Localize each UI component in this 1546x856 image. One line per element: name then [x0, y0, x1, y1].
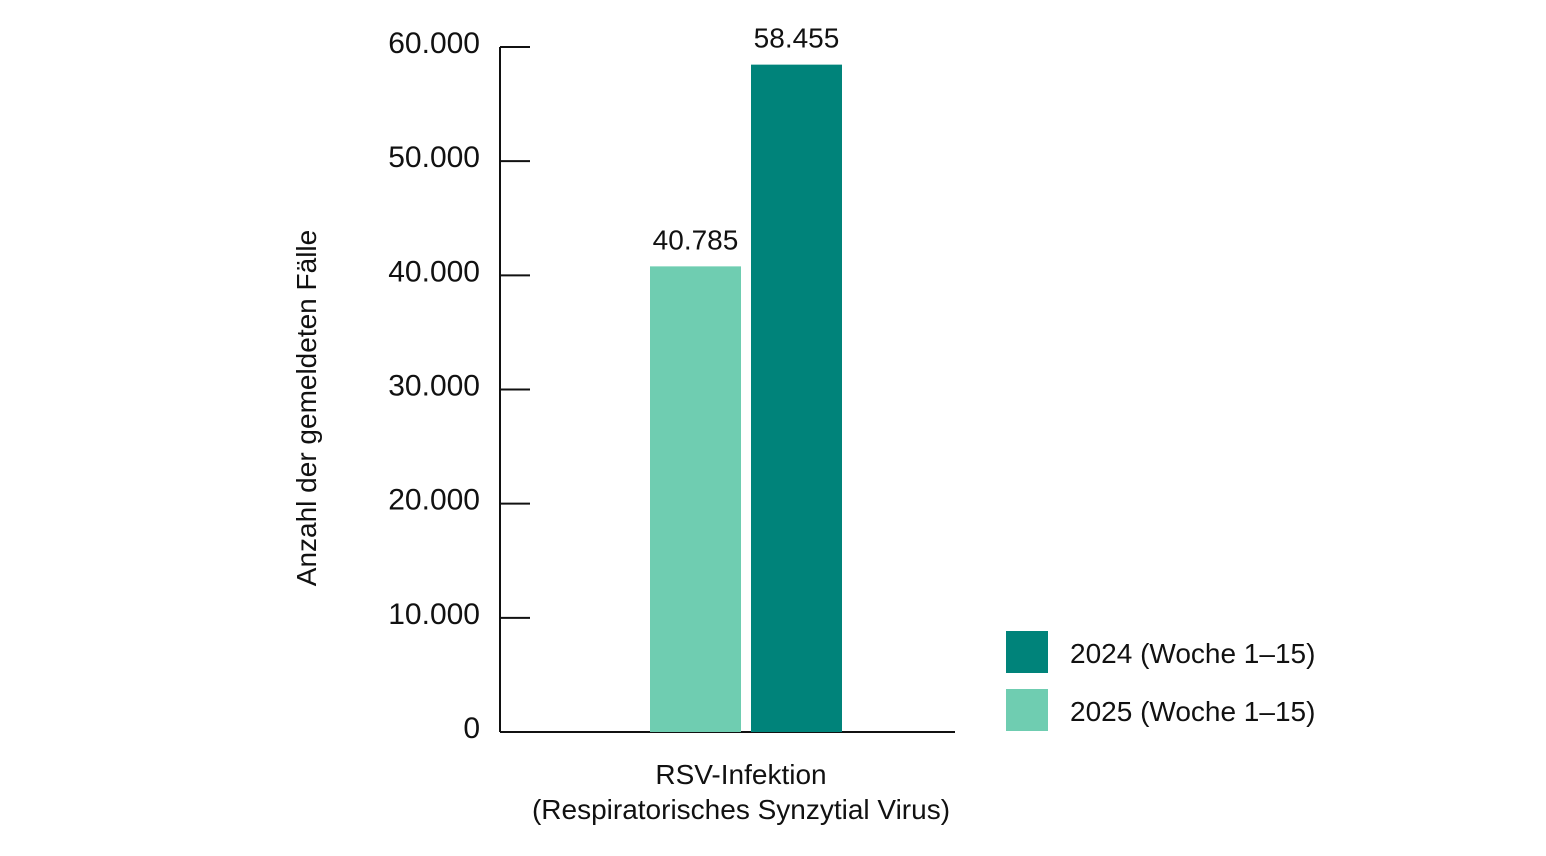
legend-swatch: [1006, 631, 1048, 673]
legend-label: 2025 (Woche 1–15): [1070, 696, 1315, 727]
data-labels-group: 40.785 58.455: [653, 23, 840, 256]
y-axis-title: Anzahl der gemeldeten Fälle: [291, 230, 322, 586]
y-tick-label: 20.000: [388, 484, 480, 517]
category-label: (Respiratorisches Synzytial Virus): [532, 794, 950, 825]
y-axis: 0 10.000 20.000 30.000 40.000 50.000 60.000: [388, 27, 530, 745]
y-tick-label: 10.000: [388, 598, 480, 631]
y-tick-label: 60.000: [388, 27, 480, 60]
legend-swatch: [1006, 689, 1048, 731]
legend: 2024 (Woche 1–15) 2025 (Woche 1–15): [1006, 631, 1315, 731]
bar-value-label: 58.455: [754, 23, 840, 54]
y-tick-label: 50.000: [388, 141, 480, 174]
category-label: RSV-Infektion: [655, 759, 826, 790]
legend-label: 2024 (Woche 1–15): [1070, 638, 1315, 669]
y-tick-label: 40.000: [388, 255, 480, 288]
bar: [650, 266, 741, 732]
y-tick-label: 0: [463, 712, 480, 745]
category-labels-group: RSV-Infektion (Respiratorisches Synzytial…: [532, 759, 950, 825]
y-tick-label: 30.000: [388, 370, 480, 403]
bar: [751, 64, 842, 733]
bar-value-label: 40.785: [653, 224, 739, 255]
bars-group: [650, 64, 842, 733]
